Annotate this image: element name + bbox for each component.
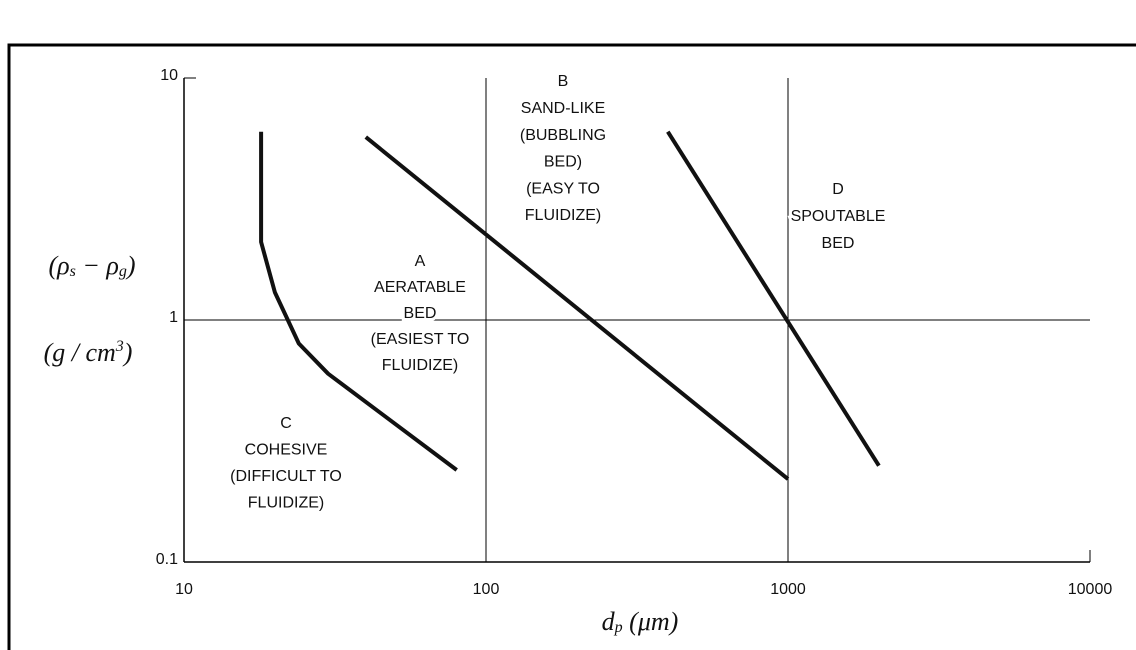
region-label: FLUIDIZE) [248, 495, 324, 512]
region-label: (EASIEST TO [371, 331, 470, 348]
region-label: BED) [544, 154, 582, 171]
y-tick-label: 1 [169, 309, 178, 326]
axis-label-script: g [119, 263, 127, 280]
region-label: C [280, 415, 292, 432]
region-label: FLUIDIZE) [525, 207, 601, 224]
region-label: BED [404, 305, 437, 322]
x-tick-label: 10000 [1068, 581, 1113, 598]
grid [184, 78, 1090, 562]
y-axis-label: (g / cm3) [44, 338, 133, 367]
region-label: A [415, 253, 426, 270]
region-label: (EASY TO [526, 180, 600, 197]
axis-label-part: (g / cm [44, 338, 116, 367]
axis-label-part: − ρ [76, 251, 119, 280]
region-label: D [832, 181, 844, 198]
labels: 10 100 1000 10000 0.1 1 10 A AERATABLE BED (EASIES… [44, 67, 1113, 636]
axis-label-part: (μm) [623, 607, 679, 636]
y-tick-label: 0.1 [156, 551, 178, 568]
region-label: (DIFFICULT TO [230, 468, 342, 485]
x-tick-label: 1000 [770, 581, 806, 598]
axis-label-part: ) [125, 251, 136, 280]
boundary-line [668, 132, 879, 466]
axis-label-part: (ρ [48, 251, 69, 280]
chart: 10 100 1000 10000 0.1 1 10 A AERATABLE BED (EASIES… [0, 0, 1136, 650]
x-tick-label: 10 [175, 581, 193, 598]
x-tick-label: 100 [473, 581, 500, 598]
y-tick-label: 10 [160, 67, 178, 84]
region-label: BED [822, 235, 855, 252]
region-label: AERATABLE [374, 279, 466, 296]
axis-label-part: d [602, 607, 616, 636]
region-label: FLUIDIZE) [382, 357, 458, 374]
region-label: SPOUTABLE [791, 208, 886, 225]
y-axis-label: (ρs − ρg) [48, 251, 135, 281]
region-label: B [558, 73, 569, 90]
region-label: (BUBBLING [520, 127, 606, 144]
axis-label-part: ) [122, 338, 133, 367]
region-label: COHESIVE [245, 442, 328, 459]
x-axis-label: dp (μm) [602, 607, 679, 637]
axis-label-script: 3 [115, 338, 124, 355]
axis-label-script: p [614, 619, 623, 636]
region-label: SAND-LIKE [521, 100, 605, 117]
